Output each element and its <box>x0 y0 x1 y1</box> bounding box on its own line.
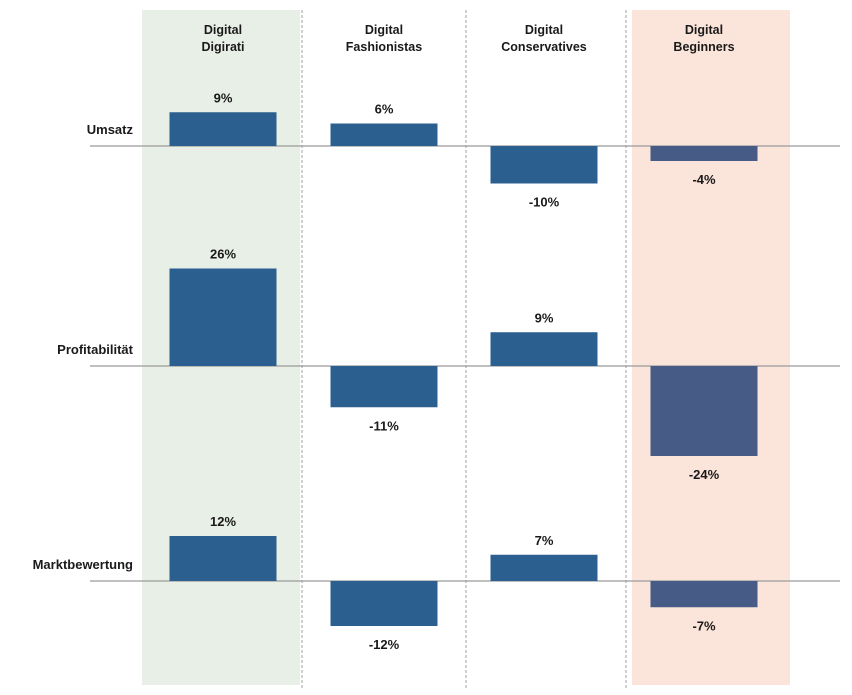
bar-marktbewertung-digital-fashionistas <box>330 581 438 626</box>
column-headers: Digital Digirati Digital Fashionistas Digita… <box>201 23 734 54</box>
bar-umsatz-digital-digirati <box>169 112 277 146</box>
column-header-digital-fashionistas: Digital Fashionistas <box>346 23 422 54</box>
column-header-digital-beginners: Digital Beginners <box>673 23 734 54</box>
bar-marktbewertung-digital-conservatives <box>490 554 598 581</box>
value-label-marktbewertung-digital-fashionistas: -12% <box>369 637 400 652</box>
column-header-digital-digirati: Digital Digirati <box>201 23 244 54</box>
column-dividers <box>301 10 627 688</box>
bars <box>169 112 758 626</box>
bar-umsatz-digital-fashionistas <box>330 123 438 146</box>
value-label-umsatz-digital-beginners: -4% <box>692 172 716 187</box>
value-label-profitabilitaet-digital-fashionistas: -11% <box>369 418 399 433</box>
value-labels: 9% 6% -10% -4% 26% -11% 9% -24% 12% -12% 7% -7% <box>210 90 720 652</box>
row-labels: Umsatz Profitabilität Marktbewertung <box>33 122 134 572</box>
value-label-profitabilitaet-digital-digirati: 26% <box>210 247 236 262</box>
value-label-profitabilitaet-digital-beginners: -24% <box>689 467 720 482</box>
bar-marktbewertung-digital-beginners <box>650 581 758 608</box>
value-label-umsatz-digital-conservatives: -10% <box>529 195 560 210</box>
column-header-digital-conservatives: Digital Conservatives <box>501 23 587 54</box>
bar-profitabilitaet-digital-beginners <box>650 366 758 456</box>
bar-profitabilitaet-digital-fashionistas <box>330 366 438 408</box>
row-label-profitabilitaet: Profitabilität <box>57 342 134 357</box>
bar-profitabilitaet-digital-conservatives <box>490 332 598 366</box>
value-label-marktbewertung-digital-digirati: 12% <box>210 514 236 529</box>
value-label-marktbewertung-digital-conservatives: 7% <box>535 533 554 548</box>
column-background-digital-beginners <box>632 10 790 685</box>
bar-marktbewertung-digital-digirati <box>169 536 277 581</box>
value-label-marktbewertung-digital-beginners: -7% <box>692 618 716 633</box>
bar-profitabilitaet-digital-digirati <box>169 268 277 366</box>
bar-umsatz-digital-conservatives <box>490 146 598 184</box>
value-label-umsatz-digital-fashionistas: 6% <box>375 102 394 117</box>
row-label-marktbewertung: Marktbewertung <box>33 557 133 572</box>
value-label-profitabilitaet-digital-conservatives: 9% <box>535 310 554 325</box>
value-label-umsatz-digital-digirati: 9% <box>214 90 233 105</box>
row-label-umsatz: Umsatz <box>87 122 134 137</box>
bar-umsatz-digital-beginners <box>650 146 758 161</box>
